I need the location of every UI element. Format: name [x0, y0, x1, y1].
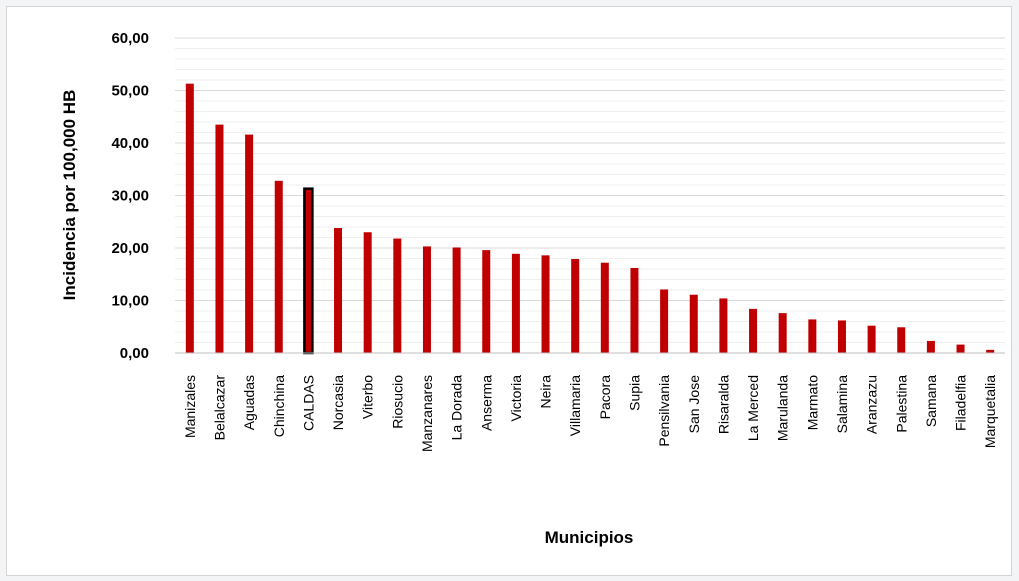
- x-category-label: Supia: [626, 375, 642, 411]
- bar-risaralda: [719, 298, 728, 353]
- bar-riosucio: [393, 238, 402, 353]
- bar-victoria: [511, 253, 520, 353]
- x-category-label: Salamina: [834, 375, 850, 434]
- bar-pacora: [600, 262, 609, 353]
- x-category-label: Samana: [923, 375, 939, 427]
- bar-chinchina: [274, 180, 283, 353]
- bar-manizales: [185, 83, 194, 354]
- bar-neira: [541, 255, 550, 353]
- bar-marmato: [808, 319, 817, 353]
- x-category-label: Anserma: [478, 375, 494, 431]
- y-tick-label: 60,00: [111, 30, 149, 47]
- x-axis-category-labels: Manizales Belalcazar Aguadas Chinchina CALDA…: [182, 375, 998, 452]
- y-tick-label: 10,00: [111, 293, 149, 310]
- bar-anserma: [482, 250, 491, 353]
- chart-frame: 0,00 10,00 20,00 30,00 40,00 50,00 60,00 Maniz…: [6, 6, 1012, 576]
- bar-villamaria: [571, 259, 580, 353]
- bar-belalcazar: [215, 124, 224, 353]
- y-tick-label: 20,00: [111, 240, 149, 257]
- y-tick-label: 0,00: [120, 345, 149, 362]
- bar-marquetalia: [986, 349, 995, 353]
- x-category-label: Villamaria: [567, 375, 583, 436]
- x-category-label: Palestina: [893, 375, 909, 433]
- x-category-label: Viterbo: [360, 375, 376, 419]
- gridlines: [175, 37, 1005, 354]
- x-category-label: Chinchina: [271, 375, 287, 437]
- x-category-label: Neira: [538, 375, 554, 409]
- bar-filadelfia: [956, 344, 965, 353]
- bar-aguadas: [245, 134, 254, 353]
- y-tick-label: 50,00: [111, 83, 149, 100]
- bar-supia: [630, 267, 639, 353]
- x-axis-title: Municipios: [545, 528, 634, 547]
- y-axis-title: Incidencia por 100,000 HB: [60, 90, 79, 301]
- bars: [185, 83, 995, 355]
- x-category-label: San Jose: [686, 375, 702, 434]
- y-axis-tick-labels: 0,00 10,00 20,00 30,00 40,00 50,00 60,00: [111, 30, 149, 362]
- bar-salamina: [837, 320, 846, 353]
- bar-marulanda: [778, 313, 787, 353]
- x-category-label: Manizales: [182, 375, 198, 438]
- bar-caldas: [303, 187, 314, 355]
- x-category-label: Manzanares: [419, 375, 435, 452]
- x-category-label: Norcasia: [330, 375, 346, 430]
- x-category-label: Riosucio: [389, 375, 405, 429]
- bar-la-dorada: [452, 247, 461, 353]
- y-tick-label: 40,00: [111, 135, 149, 152]
- x-category-label: Victoria: [508, 375, 524, 422]
- bar-aranzazu: [867, 325, 876, 353]
- x-category-label: Pensilvania: [656, 375, 672, 447]
- x-category-label: Marmato: [804, 375, 820, 430]
- x-category-label: Risaralda: [715, 375, 731, 434]
- bar-pensilvania: [660, 289, 669, 353]
- x-category-label: La Dorada: [449, 375, 465, 441]
- x-category-label: Marquetalia: [982, 375, 998, 448]
- x-category-label: Aguadas: [241, 375, 257, 430]
- x-category-label: La Merced: [745, 375, 761, 441]
- x-category-label: Marulanda: [775, 375, 791, 441]
- bar-la-merced: [749, 308, 758, 353]
- bar-viterbo: [363, 232, 372, 353]
- bar-chart: 0,00 10,00 20,00 30,00 40,00 50,00 60,00 Maniz…: [60, 30, 1005, 547]
- bar-san-jose: [689, 294, 698, 353]
- bar-manzanares: [422, 246, 431, 353]
- bar-palestina: [897, 327, 906, 353]
- x-category-label: Aranzazu: [864, 375, 880, 434]
- bar-samana: [926, 340, 935, 353]
- x-category-label: CALDAS: [300, 375, 316, 431]
- x-category-label: Pacora: [597, 375, 613, 420]
- bar-norcasia: [334, 228, 343, 353]
- y-tick-label: 30,00: [111, 188, 149, 205]
- x-category-label: Filadelfia: [953, 375, 969, 431]
- x-category-label: Belalcazar: [211, 375, 227, 441]
